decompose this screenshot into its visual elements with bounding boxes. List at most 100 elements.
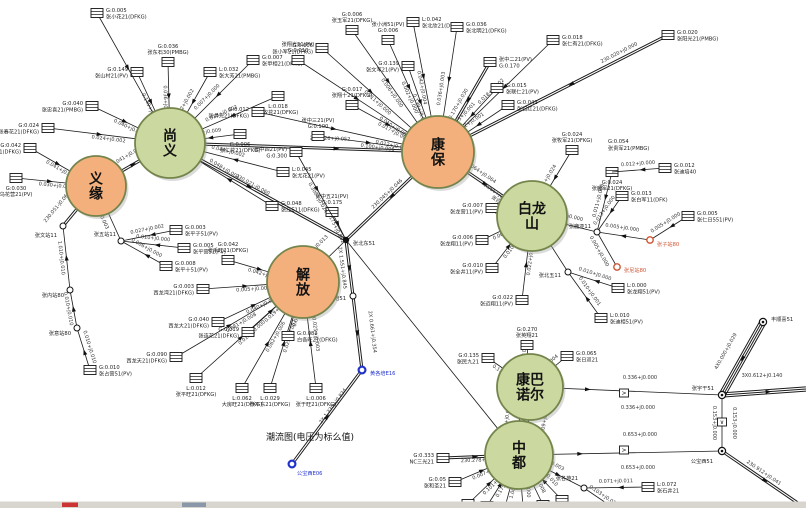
terminal-box[interactable] xyxy=(263,383,277,393)
terminal-box[interactable] xyxy=(475,235,489,245)
hub-zhongdu[interactable]: 中都 xyxy=(484,420,556,492)
hub-label: 康巴 xyxy=(516,372,544,389)
terminal-box[interactable] xyxy=(520,340,534,350)
hub-circle[interactable] xyxy=(134,107,206,179)
label: 张连花21(DFKG) xyxy=(198,332,239,340)
terminal-box[interactable] xyxy=(311,131,325,141)
terminal-box[interactable] xyxy=(203,67,217,77)
flow-arrow-icon xyxy=(245,183,253,189)
terminal-box[interactable] xyxy=(9,173,23,183)
terminal-box[interactable] xyxy=(661,30,675,40)
terminal-box[interactable] xyxy=(211,317,225,327)
terminal-box[interactable] xyxy=(276,167,290,177)
terminal-box[interactable] xyxy=(309,383,323,393)
hub-circle[interactable] xyxy=(484,420,554,490)
junction-zhangzizhan80[interactable] xyxy=(646,236,654,244)
terminal-box[interactable] xyxy=(265,201,279,211)
terminal-box[interactable] xyxy=(501,100,515,110)
terminal-box[interactable] xyxy=(161,57,175,67)
hub-yiyuan[interactable]: 义缘 xyxy=(65,155,129,219)
terminal-box[interactable] xyxy=(681,211,695,221)
terminal-box[interactable] xyxy=(315,43,329,53)
terminal-box[interactable] xyxy=(615,191,629,201)
junction-zhangwenzhan11[interactable] xyxy=(59,222,67,230)
terminal-box[interactable] xyxy=(221,255,235,265)
terminal-box[interactable] xyxy=(271,91,285,101)
terminal-box[interactable] xyxy=(246,55,260,65)
junction-zhangyizhan80[interactable] xyxy=(73,324,81,332)
terminal-box[interactable] xyxy=(41,123,55,133)
terminal-box[interactable] xyxy=(233,129,247,139)
terminal-box[interactable] xyxy=(658,163,672,173)
junction-zhangluya11[interactable] xyxy=(593,228,601,236)
terminal-box[interactable] xyxy=(546,35,560,45)
terminal-box[interactable] xyxy=(189,373,203,383)
terminal-box[interactable] xyxy=(235,383,249,393)
junction-zhanggeyuan21[interactable] xyxy=(580,484,588,492)
terminal-box[interactable] xyxy=(325,207,339,217)
terminal-box[interactable] xyxy=(83,365,97,375)
junction-zhangyugan51[interactable] xyxy=(717,390,727,400)
label: 张北欣21(DFKG) xyxy=(422,22,463,30)
terminal-box[interactable] xyxy=(177,243,191,253)
terminal-box[interactable] xyxy=(448,477,462,487)
hub-circle[interactable] xyxy=(65,155,127,217)
terminal-box[interactable] xyxy=(381,35,395,45)
junction-label: 张鹿亚11 xyxy=(569,222,591,230)
terminal-box[interactable] xyxy=(483,57,497,67)
terminal-box[interactable] xyxy=(281,331,295,341)
terminal-box[interactable] xyxy=(291,55,305,65)
terminal-box[interactable] xyxy=(611,283,625,293)
terminal-box[interactable] xyxy=(251,107,265,117)
hub-kangbao[interactable]: 康保 xyxy=(401,115,477,191)
junction-zhangnizhan80[interactable] xyxy=(613,263,621,271)
junction-zhangbei-dong51[interactable] xyxy=(342,236,350,244)
terminal-box[interactable] xyxy=(241,327,255,337)
terminal-box[interactable] xyxy=(23,143,37,153)
hub-circle[interactable] xyxy=(266,245,340,319)
terminal-box[interactable] xyxy=(485,203,499,213)
terminal-box[interactable] xyxy=(481,353,495,363)
hub-jiefang[interactable]: 解放 xyxy=(266,245,342,321)
terminal-box[interactable] xyxy=(401,61,415,71)
junction-zhangwuzhan11[interactable] xyxy=(117,237,125,245)
junction-zhangbeiwu11[interactable] xyxy=(564,268,572,276)
junction-fengshunxi51[interactable] xyxy=(758,317,768,327)
hub-shangyi[interactable]: 尚义 xyxy=(134,107,208,181)
hub-circle[interactable] xyxy=(401,115,475,189)
terminal-box[interactable] xyxy=(130,67,144,77)
breaker-icon[interactable]: > xyxy=(619,388,629,398)
terminal-box[interactable] xyxy=(565,145,579,155)
label: G:0.149 xyxy=(107,67,128,73)
hub-bailongshan[interactable]: 白龙山 xyxy=(496,180,570,254)
terminal-box[interactable] xyxy=(345,100,359,110)
terminal-box[interactable] xyxy=(450,22,464,32)
hub-circle[interactable] xyxy=(496,180,568,252)
junction-gongbaoxi51[interactable] xyxy=(717,446,727,456)
terminal-box[interactable] xyxy=(90,8,104,18)
terminal-box[interactable] xyxy=(345,25,359,35)
terminal-box[interactable] xyxy=(490,83,504,93)
breaker-icon[interactable]: ∨ xyxy=(717,417,727,427)
breaker-icon[interactable]: > xyxy=(619,445,629,455)
flow-arrow-icon xyxy=(593,280,601,284)
terminal-box[interactable] xyxy=(406,17,420,27)
junction-gongbaoxi-E06[interactable] xyxy=(287,459,297,469)
junction-zhangneizhan80[interactable] xyxy=(66,286,74,294)
junction-huanggepei51[interactable] xyxy=(349,292,357,300)
terminal-box[interactable] xyxy=(85,101,99,111)
terminal-box[interactable] xyxy=(436,453,450,463)
terminal-box[interactable] xyxy=(169,352,183,362)
terminal-box[interactable] xyxy=(560,351,574,361)
terminal-box[interactable] xyxy=(515,295,529,305)
terminal-box[interactable] xyxy=(169,225,183,235)
hub-circle[interactable] xyxy=(496,353,564,421)
junction-huanggepei-E16[interactable] xyxy=(357,365,367,375)
terminal-box[interactable] xyxy=(485,263,499,273)
terminal-box[interactable] xyxy=(594,313,608,323)
terminal-box[interactable] xyxy=(159,261,173,271)
terminal-box[interactable] xyxy=(289,147,303,157)
terminal-box[interactable] xyxy=(641,482,655,492)
terminal-box[interactable] xyxy=(196,284,210,294)
